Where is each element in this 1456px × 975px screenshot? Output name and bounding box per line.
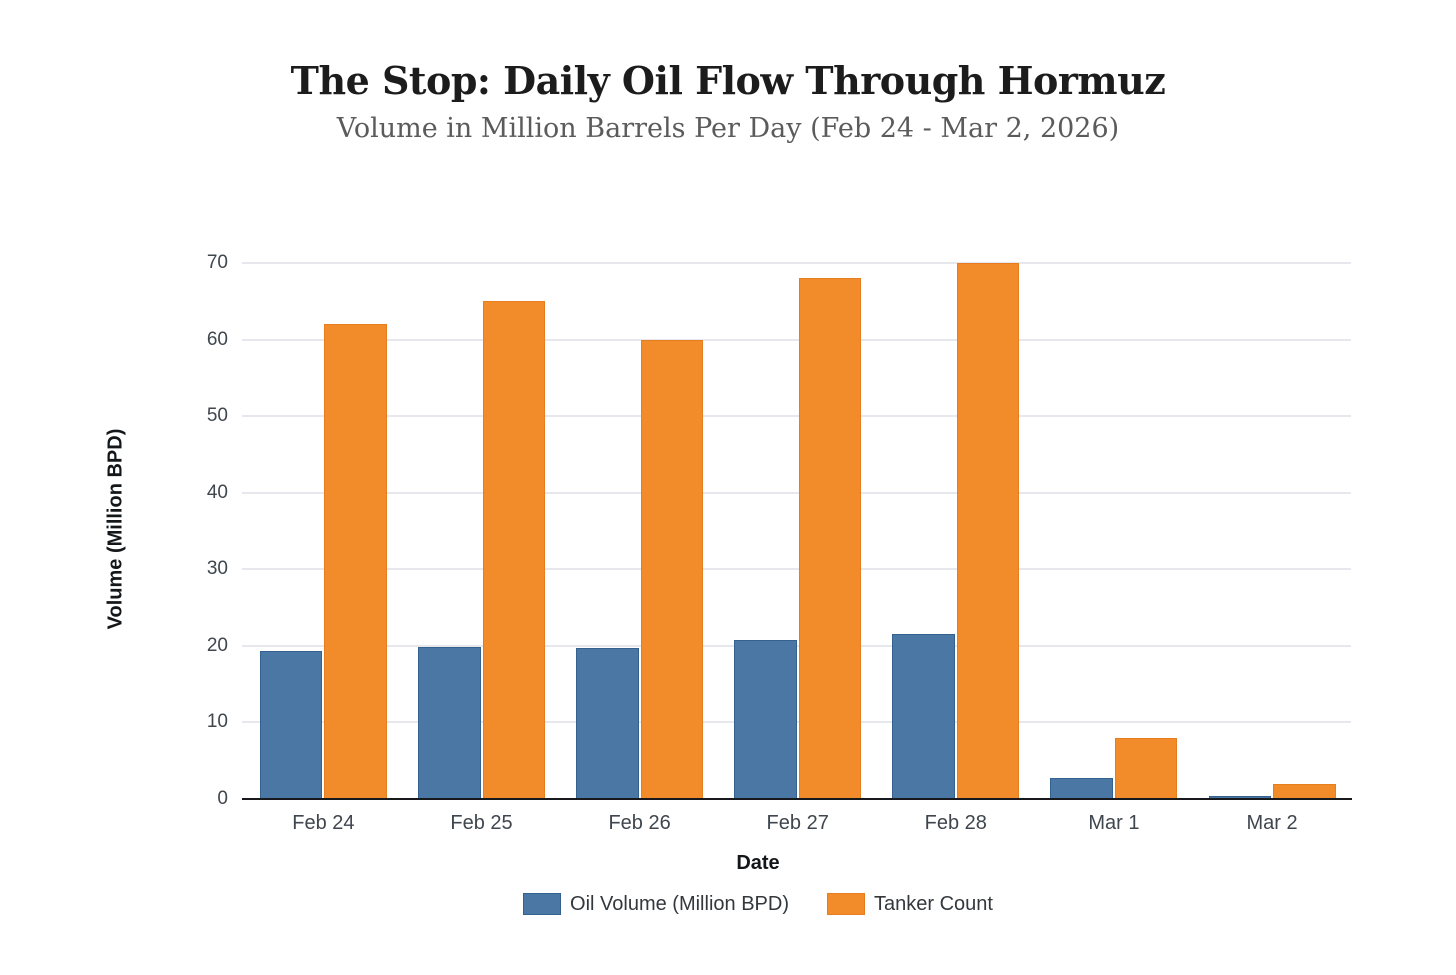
legend-swatch-tanker-count-icon [826,893,865,915]
chart-title: The Stop: Daily Oil Flow Through Hormuz [290,58,1166,103]
bar-oil-volume-feb-28[interactable] [892,634,955,799]
chart-subtitle: Volume in Million Barrels Per Day (Feb 2… [336,113,1120,144]
bar-tanker-count-feb-26[interactable] [640,339,704,799]
bar-oil-volume-feb-26[interactable] [576,648,639,799]
x-tick-label: Feb 28 [924,812,987,834]
legend: Oil Volume (Million BPD) Tanker Count [60,892,1456,916]
y-tick-label: 60 [206,328,228,350]
bar-tanker-count-feb-27[interactable] [798,278,862,799]
y-tick-label: 20 [206,634,228,656]
bar-oil-volume-mar-1[interactable] [1050,777,1113,799]
y-tick-label: 0 [217,788,228,809]
x-tick-label: Feb 26 [608,812,671,834]
x-tick-label: Feb 27 [766,812,829,834]
x-tick-label: Mar 2 [1246,812,1298,834]
y-tick-label: 30 [206,558,228,580]
legend-label-oil-volume: Oil Volume (Million BPD) [570,893,789,915]
bar-oil-volume-feb-25[interactable] [418,646,481,799]
y-tick-label: 40 [206,481,228,503]
legend-swatch-oil-volume-icon [523,893,562,915]
y-axis-title: Volume (Million BPD) [104,428,127,630]
x-tick-label: Mar 1 [1088,812,1140,834]
y-gridline [242,262,1351,264]
legend-item-oil-volume[interactable]: Oil Volume (Million BPD) [523,892,789,916]
x-tick-label: Feb 24 [292,812,355,834]
y-tick-label: 70 [206,252,228,273]
bar-tanker-count-mar-2[interactable] [1273,783,1336,799]
bar-tanker-count-feb-28[interactable] [956,263,1020,799]
bar-tanker-count-mar-1[interactable] [1114,737,1178,799]
x-axis-line [242,798,1352,800]
bar-oil-volume-feb-27[interactable] [734,639,797,799]
bar-oil-volume-mar-2[interactable] [1208,795,1271,799]
y-gridline [242,338,1351,341]
x-axis-title: Date [736,852,780,874]
bar-tanker-count-feb-25[interactable] [482,301,545,799]
legend-item-tanker-count[interactable]: Tanker Count [826,892,993,916]
y-gridline [242,491,1351,494]
bar-tanker-count-feb-24[interactable] [324,324,387,799]
y-tick-label: 10 [206,711,228,733]
bar-oil-volume-feb-24[interactable] [259,651,323,799]
y-tick-label: 50 [206,405,228,427]
x-tick-label: Feb 25 [450,812,513,834]
legend-label-tanker-count: Tanker Count [873,893,993,915]
y-gridline [242,415,1351,418]
y-gridline [242,568,1351,571]
